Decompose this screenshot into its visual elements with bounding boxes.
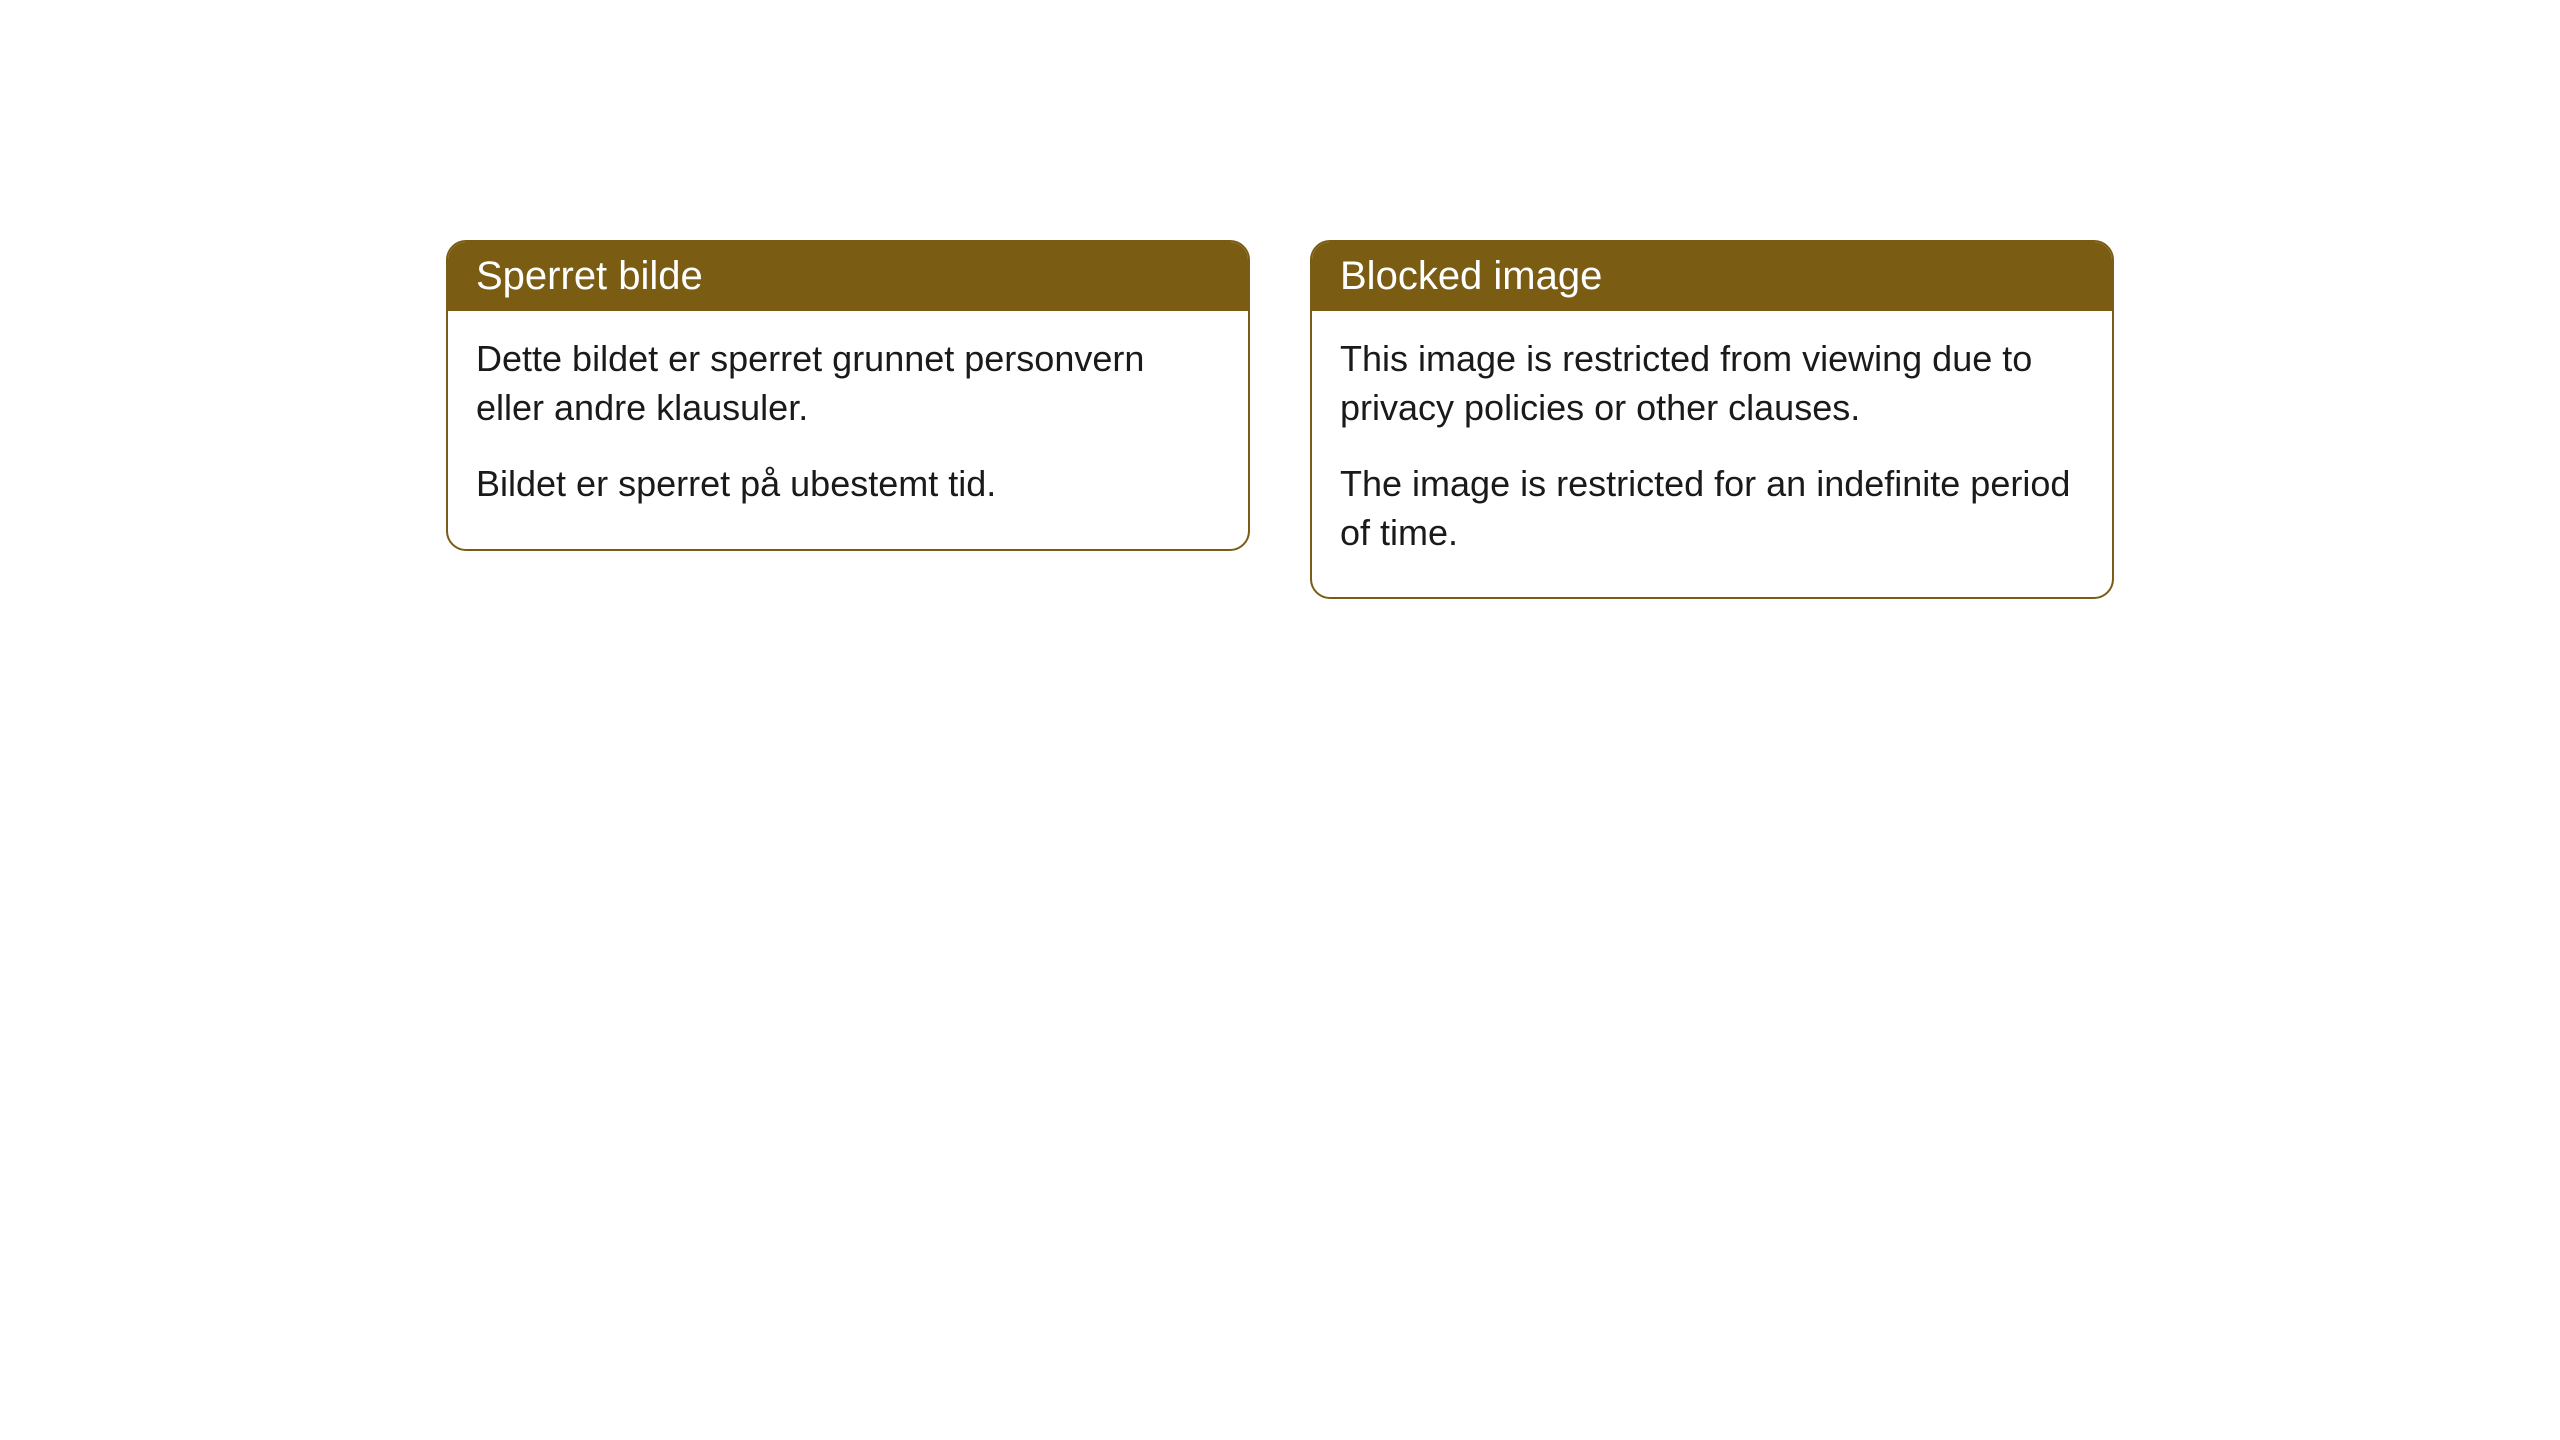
card-header: Sperret bilde xyxy=(448,242,1248,311)
card-paragraph: The image is restricted for an indefinit… xyxy=(1340,460,2084,557)
card-title: Blocked image xyxy=(1340,254,1602,298)
card-body: This image is restricted from viewing du… xyxy=(1312,311,2112,597)
notice-card-english: Blocked image This image is restricted f… xyxy=(1310,240,2114,599)
card-paragraph: Bildet er sperret på ubestemt tid. xyxy=(476,460,1220,509)
card-paragraph: This image is restricted from viewing du… xyxy=(1340,335,2084,432)
notice-card-norwegian: Sperret bilde Dette bildet er sperret gr… xyxy=(446,240,1250,551)
card-title: Sperret bilde xyxy=(476,254,703,298)
card-body: Dette bildet er sperret grunnet personve… xyxy=(448,311,1248,549)
card-paragraph: Dette bildet er sperret grunnet personve… xyxy=(476,335,1220,432)
notice-container: Sperret bilde Dette bildet er sperret gr… xyxy=(446,240,2114,1440)
card-header: Blocked image xyxy=(1312,242,2112,311)
